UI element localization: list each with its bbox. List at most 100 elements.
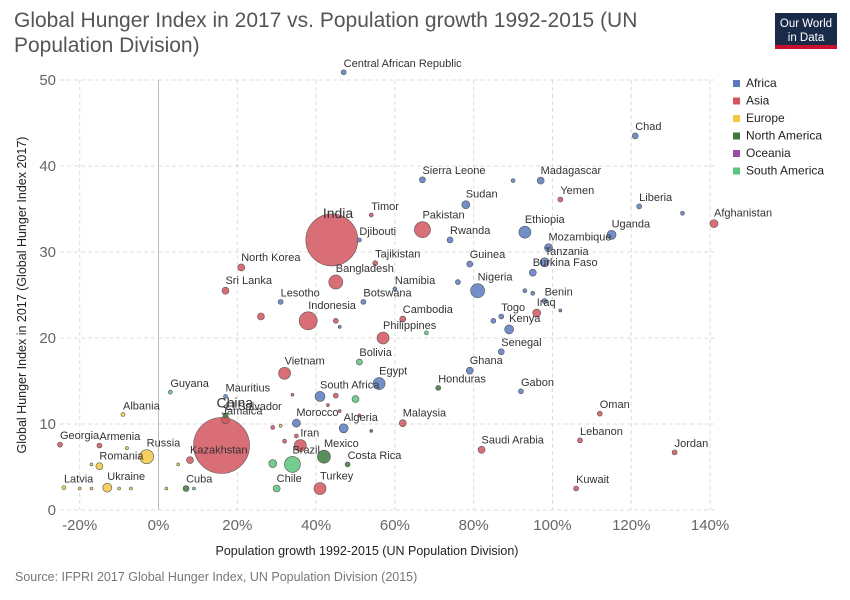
legend-label[interactable]: Asia <box>746 94 770 108</box>
data-point[interactable] <box>466 260 474 268</box>
data-point[interactable] <box>518 225 532 239</box>
data-point[interactable] <box>294 433 299 439</box>
data-point[interactable] <box>368 212 374 218</box>
data-point[interactable] <box>337 409 342 413</box>
data-point[interactable] <box>577 437 583 444</box>
legend-label[interactable]: Europe <box>746 111 785 125</box>
data-point[interactable] <box>398 419 407 427</box>
data-point[interactable] <box>518 388 524 395</box>
data-point[interactable] <box>164 486 169 491</box>
data-point[interactable] <box>332 317 339 324</box>
data-point[interactable] <box>290 392 295 397</box>
data-point[interactable] <box>120 412 126 417</box>
data-point[interactable] <box>372 377 386 390</box>
data-point[interactable] <box>237 263 246 272</box>
data-point[interactable] <box>414 221 431 238</box>
data-point[interactable] <box>338 423 349 434</box>
legend-label[interactable]: South America <box>746 164 824 178</box>
data-point[interactable] <box>372 260 378 266</box>
data-point[interactable] <box>504 324 514 335</box>
data-point[interactable] <box>455 279 461 285</box>
data-point[interactable] <box>435 385 442 391</box>
data-point[interactable] <box>573 485 579 492</box>
data-point[interactable] <box>268 459 278 468</box>
data-point[interactable] <box>510 178 516 183</box>
data-point[interactable] <box>558 308 563 313</box>
data-point[interactable] <box>536 176 545 185</box>
data-point[interactable] <box>470 283 485 299</box>
data-point[interactable] <box>96 442 103 449</box>
data-point[interactable] <box>671 449 678 456</box>
data-point[interactable] <box>419 176 426 184</box>
data-point[interactable] <box>272 484 281 493</box>
data-point[interactable] <box>192 486 196 491</box>
data-point[interactable] <box>57 441 63 448</box>
data-point[interactable] <box>337 325 342 329</box>
legend-label[interactable]: Oceania <box>746 146 791 160</box>
data-point[interactable] <box>298 311 318 331</box>
data-point[interactable] <box>357 237 362 243</box>
data-point[interactable] <box>125 446 129 450</box>
data-point[interactable] <box>532 308 542 318</box>
data-point[interactable] <box>284 456 301 473</box>
data-point[interactable] <box>278 423 283 428</box>
data-point[interactable] <box>369 429 374 433</box>
data-point[interactable] <box>282 438 287 444</box>
data-point[interactable] <box>490 317 497 324</box>
data-point[interactable] <box>399 315 407 323</box>
data-point[interactable] <box>544 243 553 252</box>
data-point[interactable] <box>193 417 250 474</box>
data-point[interactable] <box>89 486 94 491</box>
data-point[interactable] <box>498 313 505 320</box>
data-point[interactable] <box>292 418 301 428</box>
data-point[interactable] <box>357 413 362 418</box>
data-point[interactable] <box>221 286 230 295</box>
data-point[interactable] <box>351 395 360 403</box>
data-point[interactable] <box>557 196 564 203</box>
data-point[interactable] <box>102 482 113 493</box>
data-point[interactable] <box>446 236 454 244</box>
data-point[interactable] <box>186 456 194 464</box>
data-point[interactable] <box>606 230 617 240</box>
data-point[interactable] <box>596 410 603 417</box>
data-point[interactable] <box>326 403 330 407</box>
data-point[interactable] <box>317 449 331 464</box>
data-point[interactable] <box>530 290 536 296</box>
owid-logo[interactable]: Our World in Data <box>775 13 837 49</box>
data-point[interactable] <box>313 482 327 495</box>
data-point[interactable] <box>497 348 505 356</box>
data-point[interactable] <box>360 299 367 305</box>
data-point[interactable] <box>539 257 550 268</box>
data-point[interactable] <box>89 462 94 467</box>
data-point[interactable] <box>709 219 719 228</box>
data-point[interactable] <box>477 445 486 454</box>
legend-label[interactable]: Africa <box>746 76 777 90</box>
data-point[interactable] <box>77 486 82 491</box>
data-point[interactable] <box>392 286 398 292</box>
data-point[interactable] <box>332 392 339 399</box>
data-point[interactable] <box>314 391 326 402</box>
data-point[interactable] <box>294 439 307 452</box>
data-point[interactable] <box>139 449 154 464</box>
data-point[interactable] <box>344 461 351 468</box>
data-point[interactable] <box>328 274 344 290</box>
data-point[interactable] <box>129 486 133 491</box>
data-point[interactable] <box>541 298 548 304</box>
legend-label[interactable]: North America <box>746 129 822 143</box>
data-point[interactable] <box>680 211 685 216</box>
data-point[interactable] <box>277 299 284 305</box>
data-point[interactable] <box>356 358 363 366</box>
data-point[interactable] <box>222 412 229 419</box>
data-point[interactable] <box>340 69 347 76</box>
data-point[interactable] <box>636 203 642 210</box>
data-point[interactable] <box>168 389 173 395</box>
data-point[interactable] <box>278 366 291 380</box>
data-point[interactable] <box>223 394 228 399</box>
data-point[interactable] <box>257 312 265 321</box>
data-point[interactable] <box>424 330 429 336</box>
data-point[interactable] <box>631 132 639 140</box>
data-point[interactable] <box>461 200 471 209</box>
data-point[interactable] <box>305 213 359 267</box>
data-point[interactable] <box>182 485 190 492</box>
data-point[interactable] <box>376 331 390 345</box>
